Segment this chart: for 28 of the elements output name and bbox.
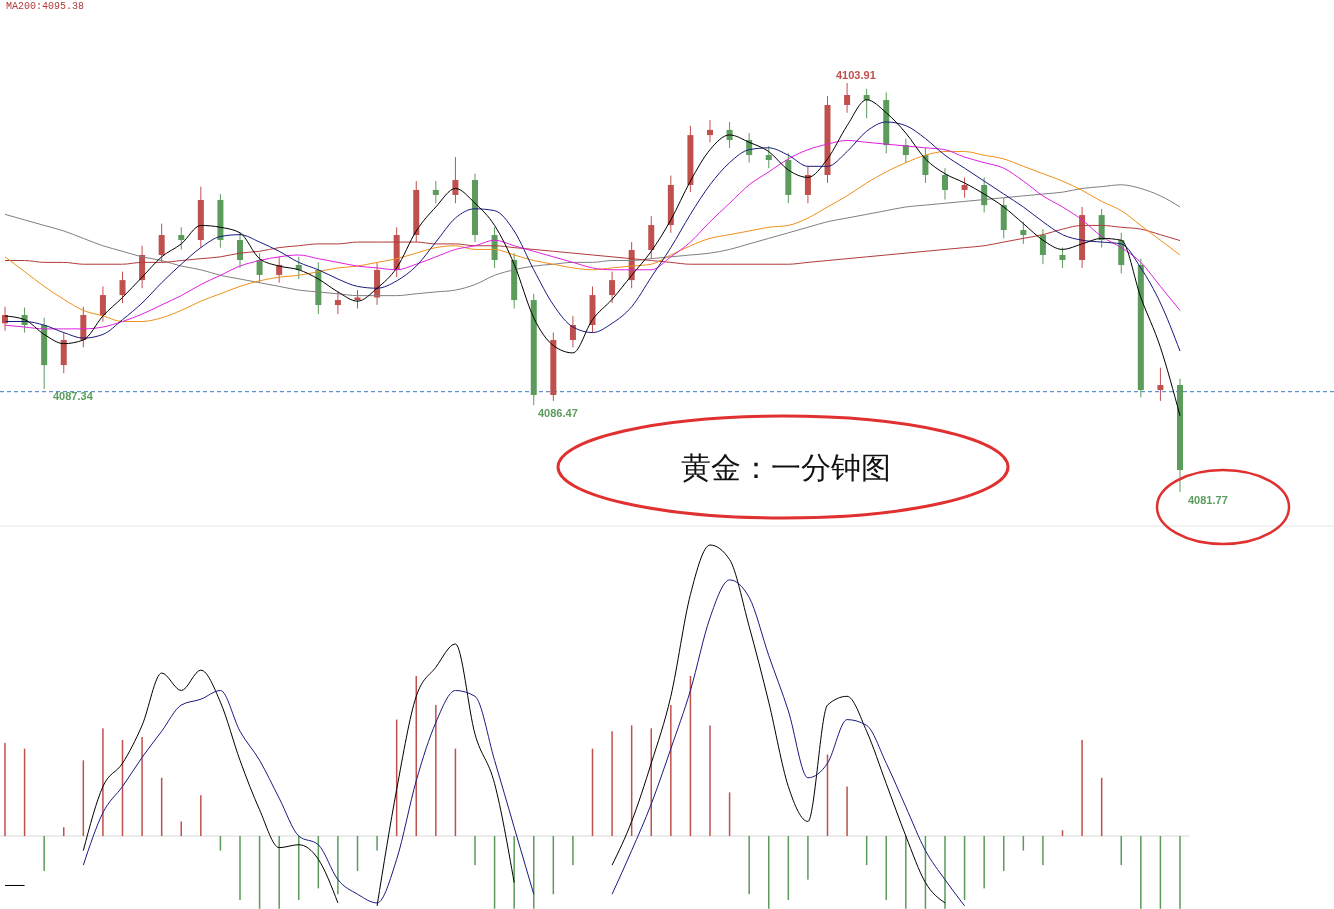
candlestick (863, 88, 870, 119)
annotation: 4086.47 (538, 407, 578, 419)
candlestick (844, 82, 851, 114)
candlestick (1157, 367, 1164, 402)
candlestick (942, 167, 948, 201)
candlestick (569, 315, 576, 348)
candlestick (1059, 247, 1066, 269)
candlestick (1020, 221, 1027, 245)
candlestick (804, 165, 811, 204)
candlestick (334, 291, 341, 315)
candlestick (452, 156, 459, 204)
text: MA200:4095.38 (6, 1, 85, 12)
candlestick (707, 119, 713, 143)
candlestick (237, 232, 243, 269)
candlestick (178, 226, 185, 250)
candlestick (99, 285, 106, 322)
candlestick (765, 145, 772, 169)
candlestick (961, 176, 968, 199)
candlestick (1039, 228, 1046, 265)
candlestick (119, 271, 126, 304)
candlestick (609, 271, 616, 304)
candlestick (354, 289, 361, 310)
candlestick (432, 180, 439, 204)
annotation: 黄金：一分钟图 (681, 450, 891, 485)
candlestick (158, 223, 165, 263)
annotation: 4087.34 (53, 390, 94, 402)
text: 4081.77 (1188, 494, 1228, 506)
text: 4103.91 (836, 69, 876, 81)
